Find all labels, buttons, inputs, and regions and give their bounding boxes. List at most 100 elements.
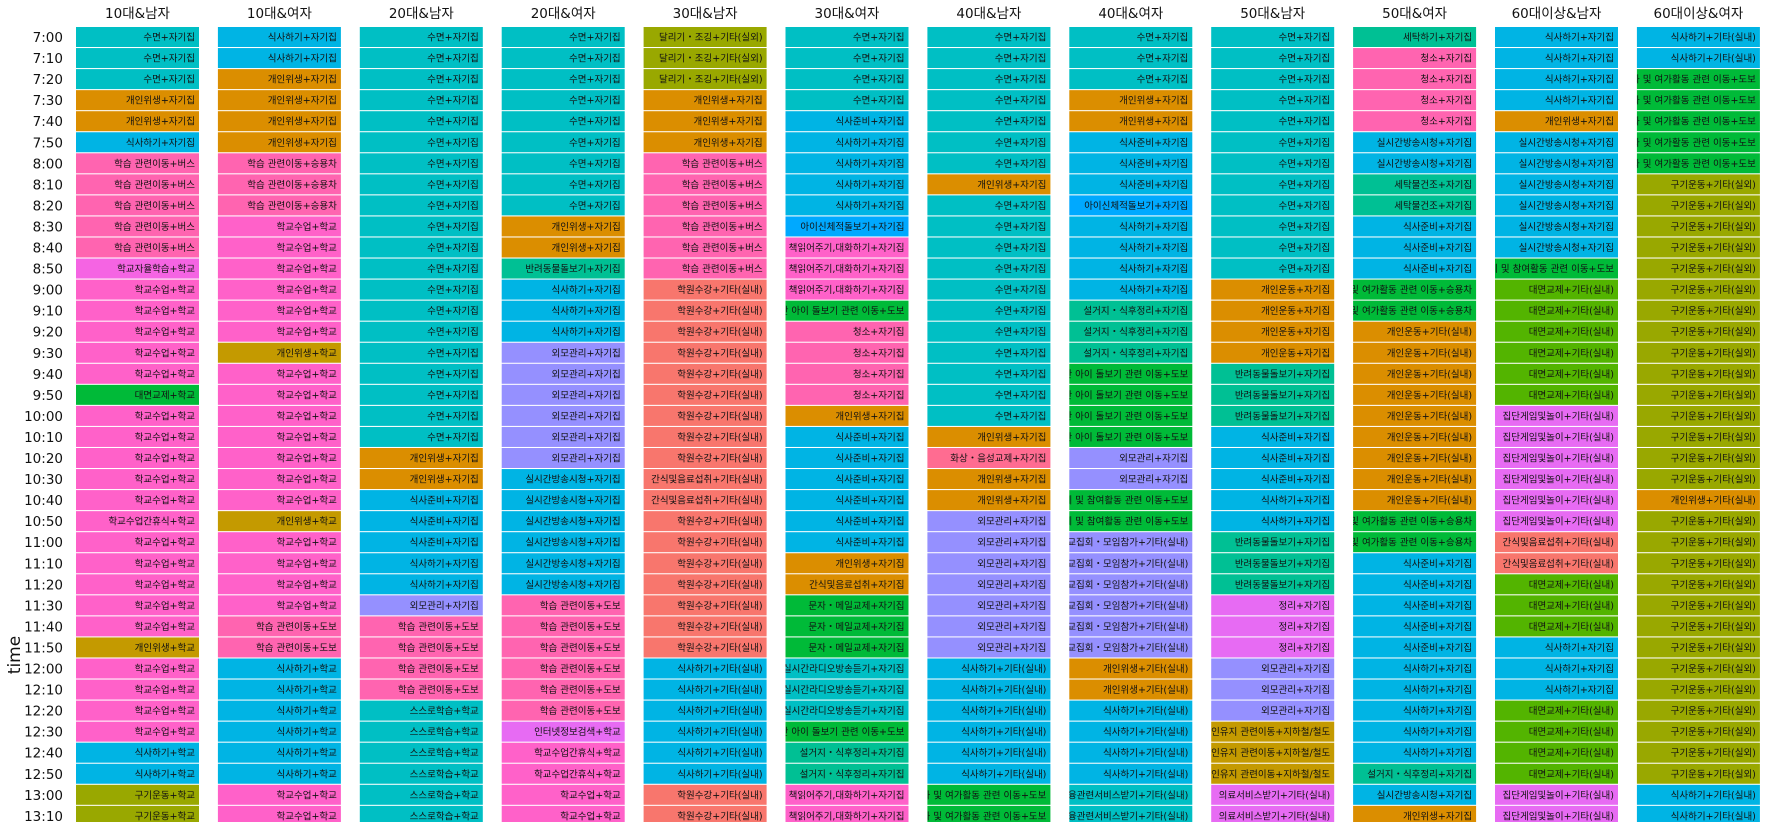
cell-bar <box>217 742 341 763</box>
schedule-cell: 개인위생+자기집 <box>1353 805 1477 822</box>
schedule-cell: 학습 관련이동+승용차 <box>217 153 341 174</box>
cell-bar <box>643 279 767 300</box>
cell-label: 학원수강+기타(실내) <box>677 517 762 528</box>
cell-label: 아이신체적돌보기+자기집 <box>1084 200 1188 212</box>
cell-bar <box>927 195 1051 216</box>
cell-bar <box>1636 237 1760 258</box>
cell-bar <box>359 595 483 616</box>
schedule-cell: 책읽어주기,대화하기+자기집 <box>785 258 909 279</box>
cell-label: 학교수업+학교 <box>135 663 196 675</box>
cell-label: 구기운동+기타(실외) <box>1671 600 1756 612</box>
cell-bar <box>1211 258 1335 279</box>
cell-label: 학습 관련이동+도보 <box>540 601 621 612</box>
cell-label: 간식및음료섭취+기타(실내) <box>1502 558 1614 570</box>
cell-label: 화 및 여가활동 관련 이동+도보 <box>921 789 1046 801</box>
cell-label: 식사하기+자기집 <box>1545 53 1614 65</box>
cell-label: 학원수강+기타(실내) <box>677 559 762 570</box>
cell-label: 학교수업+학교 <box>135 453 196 465</box>
cell-label: 식사준비+자기집 <box>835 453 904 465</box>
cell-bar <box>785 700 909 721</box>
cell-bar <box>76 27 199 47</box>
cell-label: 대면교제+기타(실내) <box>1529 769 1614 780</box>
cell-label: 대면교제+기타(실내) <box>1529 327 1614 338</box>
cell-label: 식사하기+자기집 <box>1261 495 1330 507</box>
cell-label: 수면+자기집 <box>1279 200 1331 212</box>
cell-label: 수면+자기집 <box>995 95 1047 107</box>
cell-bar <box>1636 195 1760 216</box>
cell-bar <box>785 237 909 258</box>
cell-label: 학교수업+학교 <box>276 474 337 486</box>
cell-label: 식사하기+기타(실내) <box>677 684 762 696</box>
schedule-cell: 수면+자기집 <box>501 153 625 174</box>
schedule-cell: 구기운동+기타(실외) <box>1636 721 1760 742</box>
schedule-cell: 설거지・식후정리+자기집 <box>1069 300 1193 321</box>
schedule-cell: 구기운동+기타(실외) <box>1636 426 1760 447</box>
cell-bar <box>1069 784 1193 805</box>
schedule-cell: 학교수업+학교 <box>217 426 341 447</box>
cell-bar <box>359 700 483 721</box>
schedule-cell: 구기운동+기타(실외) <box>1636 595 1760 616</box>
cell-label: 수면+자기집 <box>143 32 195 44</box>
schedule-cell: 외모관리+자기집 <box>501 342 625 363</box>
cell-label: 개인위생+자기집 <box>268 74 337 86</box>
cell-bar <box>785 574 909 595</box>
cell-label: 화 및 여가활동 관련 이동+도보 <box>1631 116 1756 128</box>
schedule-cell: 학습 관련이동+버스 <box>76 195 199 216</box>
schedule-cell: 종교집회・모임참가+기타(실내) <box>1069 616 1193 637</box>
cell-bar <box>1069 490 1193 511</box>
schedule-cell: 화 및 여가활동 관련 이동+도보 <box>1636 90 1760 111</box>
cell-bar <box>1353 258 1477 279</box>
cell-bar <box>217 153 341 174</box>
cell-label: 학교수업+학교 <box>276 810 337 822</box>
cell-label: 실시간방송시청+자기집 <box>525 558 620 570</box>
schedule-cell: 개인위생+자기집 <box>643 132 767 153</box>
schedule-cell: 개인운동+기타(실내) <box>1353 384 1477 405</box>
cell-label: 외모관리+자기집 <box>977 516 1046 528</box>
cell-label: 식사하기+자기집 <box>1403 705 1472 717</box>
cell-label: 수면+자기집 <box>427 284 479 296</box>
schedule-cell: 제 및 참여활동 관련 이동+도보 <box>1495 258 1618 279</box>
cell-bar <box>217 279 341 300</box>
cell-bar <box>1069 27 1193 47</box>
cell-bar <box>501 658 625 679</box>
time-tick-label: 12:00 <box>24 662 63 678</box>
cell-bar <box>1636 532 1760 553</box>
cell-label: 대면교제+기타(실내) <box>1529 580 1614 591</box>
cell-bar <box>1636 679 1760 700</box>
schedule-cell: 학습 관련이동+도보 <box>501 658 625 679</box>
schedule-cell: 식사하기+기타(실내) <box>643 742 767 763</box>
cell-label: 식사하기+기타(실내) <box>1103 726 1188 738</box>
schedule-cell: 학원수강+기타(실내) <box>643 553 767 574</box>
schedule-cell: 학교수업+학교 <box>76 700 199 721</box>
schedule-cell: 개인위생+자기집 <box>76 90 199 111</box>
cell-label: 개인위생+자기집 <box>126 95 195 107</box>
cell-label: 수면+자기집 <box>143 74 195 86</box>
cell-bar <box>76 237 199 258</box>
cell-bar <box>1495 69 1618 90</box>
schedule-cell: 수면+자기집 <box>501 132 625 153</box>
cell-label: 식사준비+자기집 <box>1119 158 1188 170</box>
cell-bar <box>501 700 625 721</box>
cell-label: 간식및음료섭취+기타(실내) <box>651 474 763 486</box>
schedule-cell: 수면+자기집 <box>359 132 483 153</box>
cell-label: 식사준비+자기집 <box>835 537 904 549</box>
cell-bar <box>359 448 483 468</box>
schedule-cell: 세탁하기+자기집 <box>1353 27 1477 47</box>
cell-bar <box>1211 363 1335 384</box>
cell-bar <box>359 48 483 69</box>
schedule-cell: 화 및 여가활동 관련 이동+도보 <box>1636 132 1760 153</box>
cell-bar <box>501 616 625 637</box>
cell-label: 정리+자기집 <box>1279 621 1331 633</box>
schedule-cell: 제 및 참여활동 관련 이동+도보 <box>1069 511 1193 532</box>
cell-label: 학교수업+학교 <box>276 263 337 275</box>
schedule-cell: 반려동물돌보기+자기집 <box>1211 384 1335 405</box>
schedule-cell: 정리+자기집 <box>1211 637 1335 658</box>
schedule-cell: 학교수업+학교 <box>501 805 625 822</box>
cell-label: 수면+자기집 <box>427 116 479 128</box>
schedule-cell: 학교수업+학교 <box>76 658 199 679</box>
schedule-cell: 학교수업+학교 <box>76 300 199 321</box>
cell-bar <box>359 469 483 490</box>
cell-bar <box>927 48 1051 69</box>
cell-bar <box>501 490 625 511</box>
cell-label: 수면+자기집 <box>427 137 479 149</box>
